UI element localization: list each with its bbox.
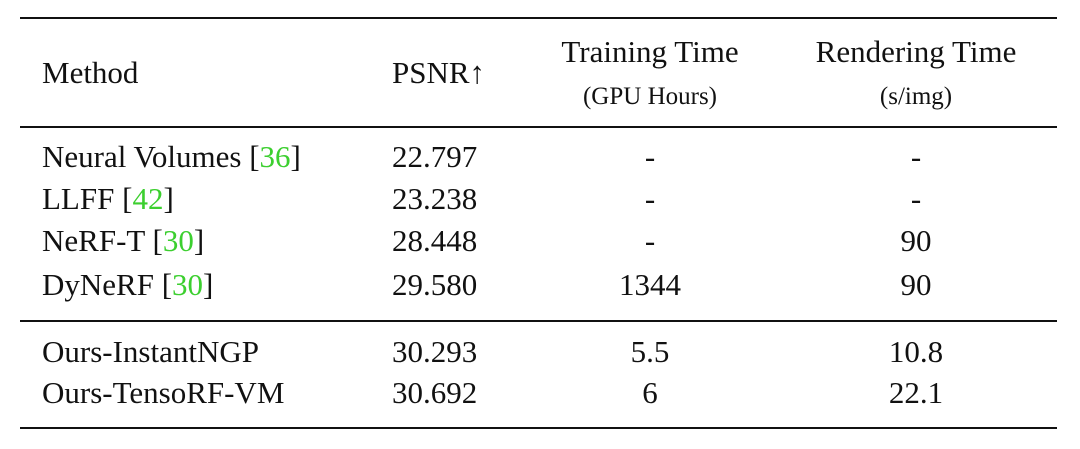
value-cell: 5.5 — [630, 334, 670, 369]
value-cell: 28.448 — [392, 223, 478, 258]
method-text: NeRF-T [ — [42, 223, 163, 258]
header-method: Method — [42, 55, 139, 90]
method-text: DyNeRF [ — [42, 267, 173, 302]
header-rule — [20, 126, 1057, 128]
citation: 30 — [172, 267, 204, 302]
method-cell: Ours-TensoRF-VM — [42, 375, 284, 411]
header-training-unit: (GPU Hours) — [582, 83, 718, 110]
method-text: Ours-InstantNGP — [42, 334, 259, 369]
method-cell: Ours-InstantNGP — [42, 334, 259, 370]
value-cell: 23.238 — [392, 181, 478, 216]
value-cell: 90 — [900, 267, 932, 302]
citation: 36 — [259, 139, 291, 174]
method-cell: DyNeRF [30] — [42, 267, 213, 303]
value-cell: - — [644, 223, 656, 258]
value-cell: 1344 — [619, 267, 681, 302]
method-text: Ours-TensoRF-VM — [42, 375, 285, 410]
header-psnr: PSNR↑ — [392, 55, 486, 90]
method-text: ] — [290, 139, 301, 174]
value-cell: 22.1 — [888, 375, 944, 410]
method-cell: NeRF-T [30] — [42, 223, 204, 259]
method-cell: Neural Volumes [36] — [42, 139, 301, 175]
header-rendering-unit: (s/img) — [879, 83, 953, 110]
value-cell: 30.692 — [392, 375, 478, 410]
top-rule — [20, 17, 1057, 19]
value-cell: - — [644, 181, 656, 216]
value-cell: - — [910, 181, 922, 216]
header-training: Training Time — [561, 34, 739, 69]
value-cell: 22.797 — [392, 139, 478, 174]
value-cell: 29.580 — [392, 267, 478, 302]
value-cell: 6 — [642, 375, 658, 410]
value-cell: 30.293 — [392, 334, 478, 369]
value-cell: 90 — [900, 223, 932, 258]
method-text: ] — [203, 267, 214, 302]
value-cell: - — [910, 139, 922, 174]
header-rendering: Rendering Time — [815, 34, 1017, 69]
method-cell: LLFF [42] — [42, 181, 174, 217]
method-text: LLFF [ — [42, 181, 133, 216]
method-text: ] — [163, 181, 174, 216]
value-cell: - — [644, 139, 656, 174]
bottom-rule — [20, 427, 1057, 429]
value-cell: 10.8 — [888, 334, 944, 369]
group-rule — [20, 320, 1057, 322]
method-text: Neural Volumes [ — [42, 139, 260, 174]
citation: 30 — [162, 223, 194, 258]
method-text: ] — [193, 223, 205, 258]
citation: 42 — [132, 181, 164, 216]
